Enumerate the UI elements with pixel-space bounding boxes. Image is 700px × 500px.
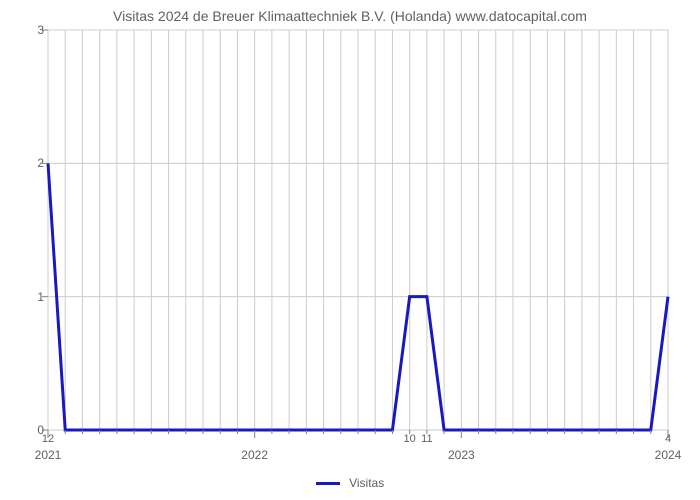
xtick-label: 2022 bbox=[241, 448, 268, 462]
legend-label: Visitas bbox=[349, 476, 384, 490]
legend-swatch bbox=[316, 482, 340, 485]
xtick-label: 2023 bbox=[448, 448, 475, 462]
xtick-label: 2024 bbox=[655, 448, 682, 462]
point-annotation: 11 bbox=[421, 433, 432, 445]
ytick-label: 0 bbox=[14, 423, 44, 437]
ytick-label: 2 bbox=[14, 156, 44, 170]
plot-area bbox=[48, 30, 668, 430]
chart-svg bbox=[48, 30, 668, 430]
xtick-label: 2021 bbox=[35, 448, 62, 462]
point-annotation: 10 bbox=[404, 433, 416, 445]
legend: Visitas bbox=[0, 476, 700, 490]
chart-title: Visitas 2024 de Breuer Klimaattechniek B… bbox=[0, 8, 700, 24]
ytick-label: 1 bbox=[14, 290, 44, 304]
point-annotation: 4 bbox=[665, 433, 671, 445]
ytick-label: 3 bbox=[14, 23, 44, 37]
point-annotation: 12 bbox=[42, 433, 54, 445]
